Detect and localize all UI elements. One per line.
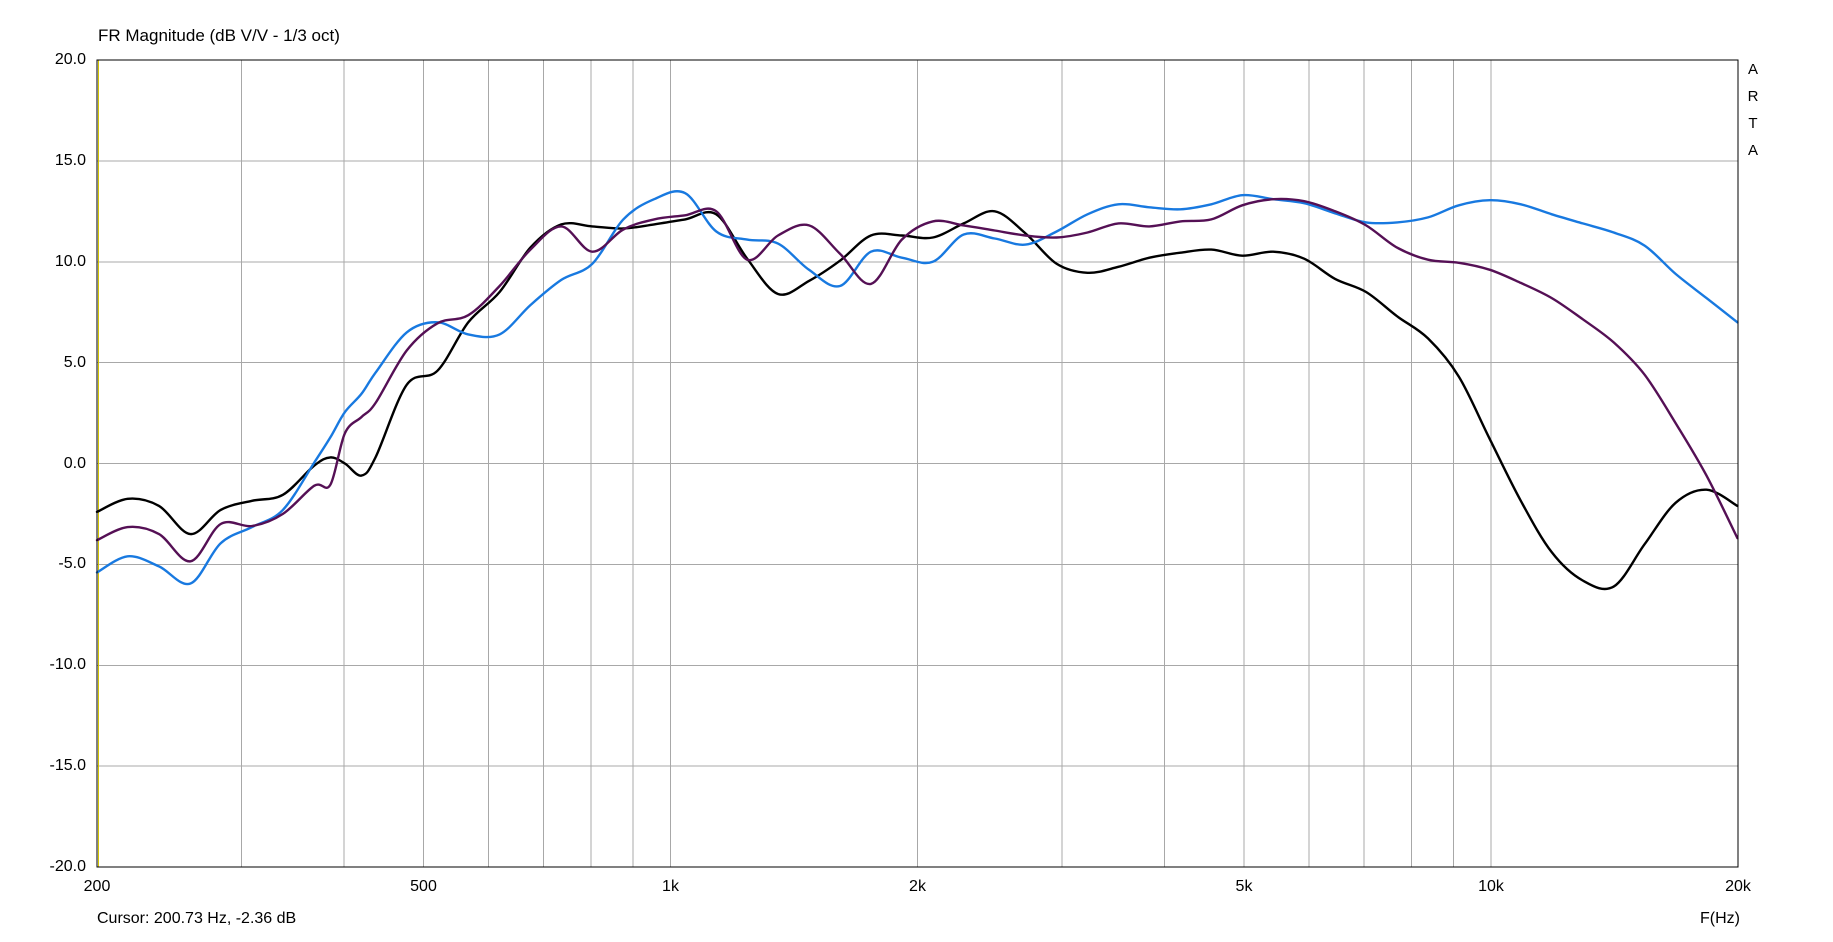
x-tick-label: 1k (662, 878, 679, 895)
black-curve (95, 209, 1739, 591)
x-tick-label: 500 (410, 878, 437, 895)
grid-lines (97, 60, 1738, 867)
y-tick-label: 20.0 (54, 51, 86, 68)
blue-curve (95, 190, 1739, 586)
y-tick-label: 15.0 (54, 151, 86, 169)
y-tick-label: -5.0 (58, 555, 86, 573)
x-tick-label: 5k (1235, 878, 1253, 895)
purple-curve (95, 197, 1739, 563)
y-tick-label: -20.0 (49, 858, 86, 875)
y-tick-label: -15.0 (49, 757, 86, 775)
x-tick-label: 10k (1478, 878, 1504, 895)
x-tick-label: 20k (1725, 878, 1751, 895)
arta-letter: A (1747, 61, 1758, 78)
y-tick-label: 10.0 (54, 252, 86, 270)
arta-letter: T (1748, 115, 1758, 132)
x-axis-unit-label: F(Hz) (1700, 910, 1740, 927)
x-tick-label: 200 (83, 878, 111, 895)
chart-title: FR Magnitude (dB V/V - 1/3 oct) (98, 26, 340, 45)
cursor-readout: Cursor: 200.73 Hz, -2.36 dB (97, 910, 297, 927)
arta-letter: A (1747, 142, 1758, 159)
arta-watermark: A R T A (1744, 56, 1762, 164)
y-tick-label: -10.0 (49, 656, 86, 674)
y-tick-label: 0.0 (63, 454, 86, 472)
y-tick-label: 5.0 (63, 353, 86, 371)
x-tick-label: 2k (909, 878, 926, 895)
arta-letter: R (1747, 88, 1759, 105)
plot-border (96, 59, 1739, 868)
